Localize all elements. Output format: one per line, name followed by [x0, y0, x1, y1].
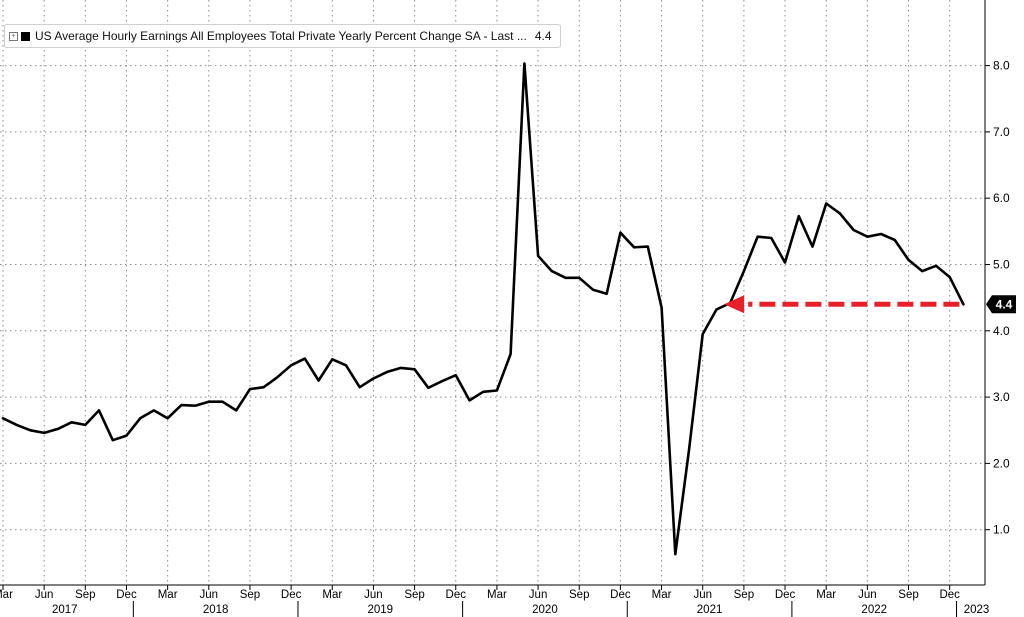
x-month-label: Mar: [322, 589, 342, 601]
last-value-badge: [986, 295, 1016, 314]
x-month-label: Sep: [734, 589, 754, 601]
y-tick-label: 8.0: [993, 59, 1010, 73]
x-year-label: 2020: [532, 604, 558, 616]
annotation-layer: [724, 295, 960, 314]
y-tick-label: 1.0: [993, 523, 1010, 537]
x-month-label: Jun: [35, 589, 54, 601]
x-month-label: Mar: [487, 589, 507, 601]
y-tick-label: 2.0: [993, 456, 1010, 470]
x-month-label: Dec: [446, 589, 467, 601]
x-month-label: Mar: [158, 589, 178, 601]
x-month-label: Jun: [529, 589, 548, 601]
x-month-label: Jun: [858, 589, 877, 601]
series-line: [1, 62, 965, 556]
x-month-label: Mar: [0, 589, 13, 601]
y-tick-label: 5.0: [993, 258, 1010, 272]
last-value-label: 4.4: [996, 297, 1013, 311]
x-axis-ticks: Mar Jun Sep Dec Mar Jun Sep Dec Mar Jun Sep Dec Mar J…: [0, 585, 989, 617]
x-month-label: Sep: [75, 589, 95, 601]
x-month-label: Dec: [610, 589, 631, 601]
legend-last-value: 4.4: [534, 29, 552, 43]
x-year-label: 2021: [697, 604, 723, 616]
x-month-label: Dec: [775, 589, 796, 601]
y-tick-label: 4.0: [993, 324, 1010, 338]
x-month-label: Jun: [200, 589, 219, 601]
x-year-label: 2022: [861, 604, 887, 616]
x-month-label: Sep: [404, 589, 424, 601]
gridlines: [0, 0, 985, 585]
x-year-label: 2023: [964, 604, 990, 616]
annotation-arrowhead: [724, 295, 745, 314]
x-month-label: Mar: [816, 589, 836, 601]
legend-toggle-icon[interactable]: +: [9, 31, 18, 41]
series-layer: [1, 62, 965, 556]
x-month-label: Mar: [652, 589, 672, 601]
x-month-label: Dec: [939, 589, 960, 601]
y-tick-label: 6.0: [993, 191, 1010, 205]
chart-legend[interactable]: + US Average Hourly Earnings All Employe…: [4, 24, 561, 48]
x-month-label: Sep: [569, 589, 589, 601]
y-tick-label: 7.0: [993, 125, 1010, 139]
y-axis-ticks: 1.0 2.0 3.0 4.0 5.0 6.0 7.0 8.0: [985, 59, 1010, 537]
x-month-label: Sep: [898, 589, 918, 601]
legend-series-label: US Average Hourly Earnings All Employees…: [35, 29, 527, 43]
x-month-label: Jun: [364, 589, 383, 601]
x-year-label: 2017: [52, 604, 78, 616]
x-year-label: 2018: [203, 604, 229, 616]
x-month-label: Dec: [116, 589, 137, 601]
x-month-label: Dec: [281, 589, 302, 601]
last-value-badge-layer: 4.4: [986, 295, 1016, 314]
legend-swatch: [21, 31, 30, 41]
x-year-label: 2019: [368, 604, 394, 616]
chart-frame: [0, 0, 986, 586]
y-tick-label: 3.0: [993, 390, 1010, 404]
x-month-label: Sep: [240, 589, 260, 601]
x-month-label: Jun: [693, 589, 712, 601]
